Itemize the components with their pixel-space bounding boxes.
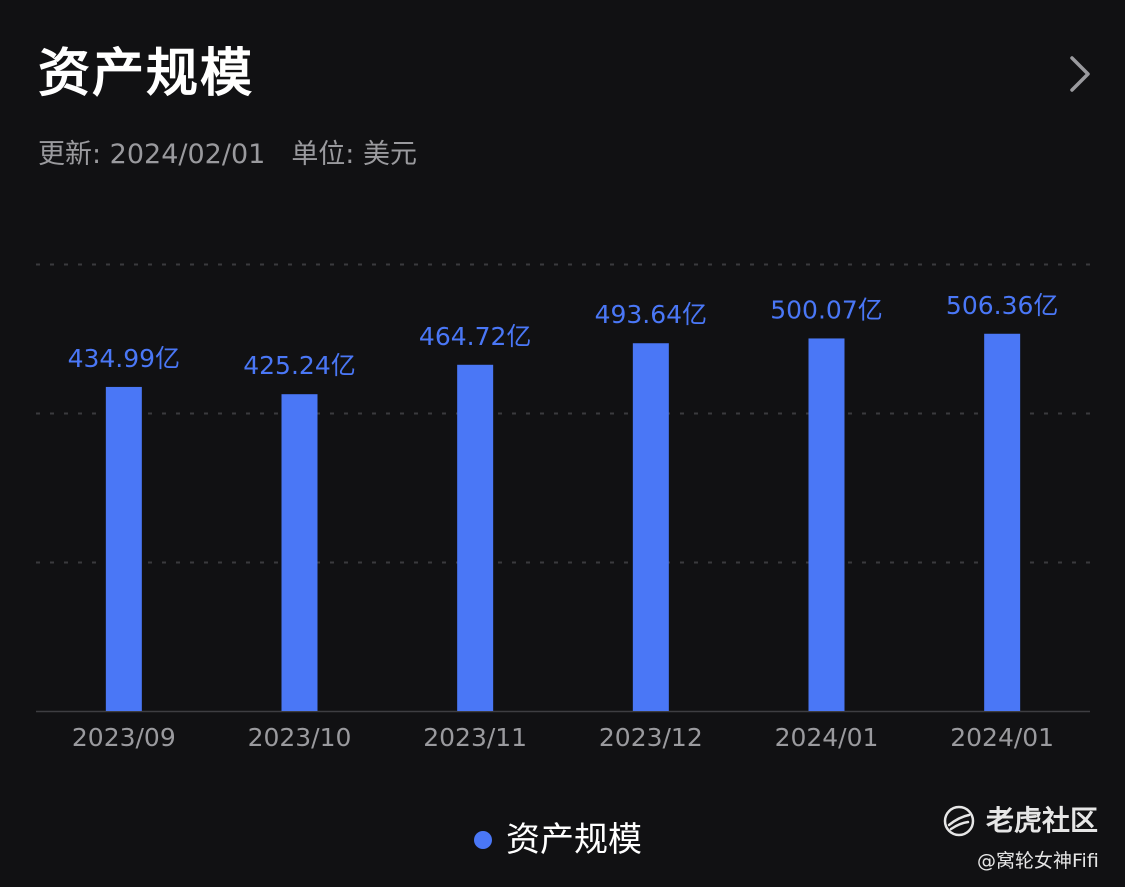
x-tick-label: 2023/11: [423, 723, 527, 752]
chart-meta: 更新: 2024/02/01 单位: 美元: [38, 136, 417, 174]
bar[interactable]: [632, 343, 669, 711]
data-label: 464.72亿: [419, 322, 531, 351]
data-label: 425.24亿: [243, 351, 355, 380]
watermark: 老虎社区: [942, 800, 1098, 842]
bar[interactable]: [984, 333, 1021, 711]
watermark-brand: 老虎社区: [986, 804, 1099, 837]
unit-label: 单位: 美元: [291, 139, 417, 170]
x-tick-label: 2023/10: [248, 723, 352, 752]
chevron-right-icon[interactable]: [1062, 52, 1098, 96]
x-tick-label: 2024/01: [775, 723, 879, 752]
data-label: 500.07亿: [770, 295, 882, 324]
bar[interactable]: [105, 386, 142, 711]
bar[interactable]: [457, 364, 494, 711]
tiger-logo-icon: [943, 805, 975, 837]
page-title: 资产规模: [38, 44, 255, 104]
watermark-handle: @窝轮女神Fifi: [977, 850, 1099, 872]
bar[interactable]: [808, 338, 845, 711]
x-tick-label: 2024/01: [950, 723, 1054, 752]
chart-legend[interactable]: 资产规模: [474, 816, 642, 864]
x-tick-label: 2023/09: [72, 723, 176, 752]
legend-label: 资产规模: [506, 820, 642, 860]
update-date: 更新: 2024/02/01: [38, 139, 266, 170]
data-label: 493.64亿: [595, 300, 707, 329]
bar[interactable]: [281, 394, 318, 711]
data-label: 506.36亿: [946, 291, 1058, 320]
x-tick-label: 2023/12: [599, 723, 703, 752]
data-label: 434.99亿: [68, 344, 180, 373]
legend-swatch: [474, 831, 492, 849]
